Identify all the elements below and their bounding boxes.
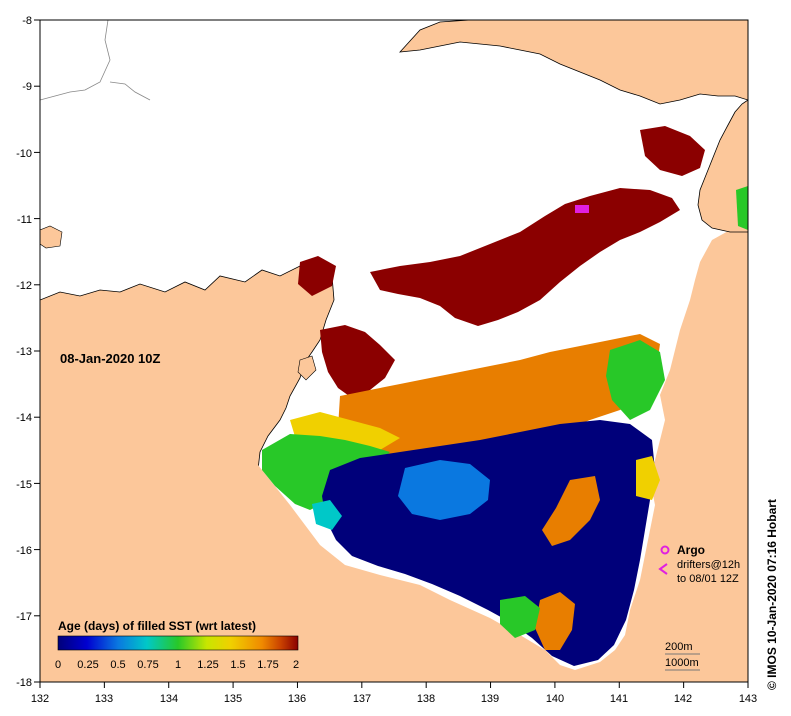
legend-tick: 0.75: [137, 659, 158, 671]
land-island-small: [297, 355, 317, 381]
date-label: 08-Jan-2020 10Z: [60, 351, 161, 366]
sst-orange-gulf-east: [542, 476, 600, 546]
depth-1000-label: 1000m: [665, 657, 699, 669]
x-tick-label: 133: [95, 693, 113, 705]
sst-blue-patch: [398, 460, 490, 520]
y-tick-label: -8: [22, 15, 32, 27]
sst-dark-red-band: [298, 256, 336, 296]
legend-colorbar: [57, 635, 299, 651]
imos-credit: © IMOS 10-Jan-2020 07:16 Hobart: [765, 499, 779, 690]
sst-dark-red-north: [370, 188, 680, 326]
x-tick-label: 142: [674, 693, 692, 705]
y-tick-label: -17: [16, 611, 32, 623]
sst-dark-red-west: [320, 325, 395, 398]
legend-tick: 1.75: [257, 659, 278, 671]
x-tick-label: 135: [224, 693, 242, 705]
legend-tick: 1: [175, 659, 181, 671]
x-tick-label: 139: [481, 693, 499, 705]
legend-tick: 1.25: [197, 659, 218, 671]
sst-dark-red-ne: [640, 126, 705, 176]
land-new-guinea: [399, 20, 748, 105]
y-tick-label: -18: [16, 677, 32, 689]
y-tick-label: -15: [16, 479, 32, 491]
drifters-sublabel: to 08/01 12Z: [677, 573, 739, 585]
drifters-label: drifters@12h: [677, 559, 740, 571]
x-tick-label: 132: [31, 693, 49, 705]
argo-float-marker: [575, 205, 589, 213]
legend-tick: 0.25: [77, 659, 98, 671]
x-tick-label: 136: [288, 693, 306, 705]
coastline-north-islands: [40, 20, 151, 101]
legend-tick: 2: [293, 659, 299, 671]
y-tick-label: -10: [16, 148, 32, 160]
legend-title: Age (days) of filled SST (wrt latest): [58, 619, 256, 633]
land-cape-york: [697, 99, 748, 233]
sst-cyan-west: [312, 500, 342, 530]
sst-green-west: [262, 434, 390, 510]
legend-tick: 0: [55, 659, 61, 671]
y-axis: -8 -9 -10 -11 -12 -13 -14 -15 -16 -17 -1…: [16, 15, 32, 689]
depth-key: 200m 1000m: [665, 641, 700, 671]
drifter-arrow-icon: [658, 563, 668, 575]
argo-label: Argo: [677, 543, 705, 557]
x-tick-label: 140: [546, 693, 564, 705]
x-tick-label: 134: [160, 693, 178, 705]
x-axis: 132 133 134 135 136 137 138 139 140 141 …: [31, 693, 757, 705]
legend-tick: 1.5: [230, 659, 245, 671]
sst-yellow-east: [636, 456, 660, 500]
sst-orange-gulf-south: [535, 592, 575, 650]
y-tick-label: -11: [17, 214, 32, 226]
x-tick-label: 137: [353, 693, 371, 705]
sst-green-south: [500, 596, 540, 638]
y-tick-label: -9: [22, 81, 32, 93]
land-southwest: [40, 225, 748, 682]
x-tick-label: 143: [739, 693, 757, 705]
x-tick-label: 138: [417, 693, 435, 705]
legend-tick: 0.5: [110, 659, 125, 671]
argo-drifter-key: Argo drifters@12h to 08/01 12Z: [658, 543, 740, 585]
sst-green-right-edge: [736, 186, 748, 230]
sst-green-east: [606, 340, 665, 420]
x-tick-label: 141: [610, 693, 628, 705]
sst-orange-band: [338, 334, 660, 458]
argo-icon: [660, 545, 670, 555]
depth-200-label: 200m: [665, 641, 693, 653]
y-tick-label: -14: [16, 412, 32, 424]
y-tick-label: -12: [16, 280, 32, 292]
age-legend: Age (days) of filled SST (wrt latest) 0 …: [55, 619, 299, 671]
tick-marks: [34, 19, 749, 688]
land-island-melville: [40, 225, 63, 249]
y-tick-label: -13: [16, 346, 32, 358]
y-tick-label: -16: [16, 545, 32, 557]
